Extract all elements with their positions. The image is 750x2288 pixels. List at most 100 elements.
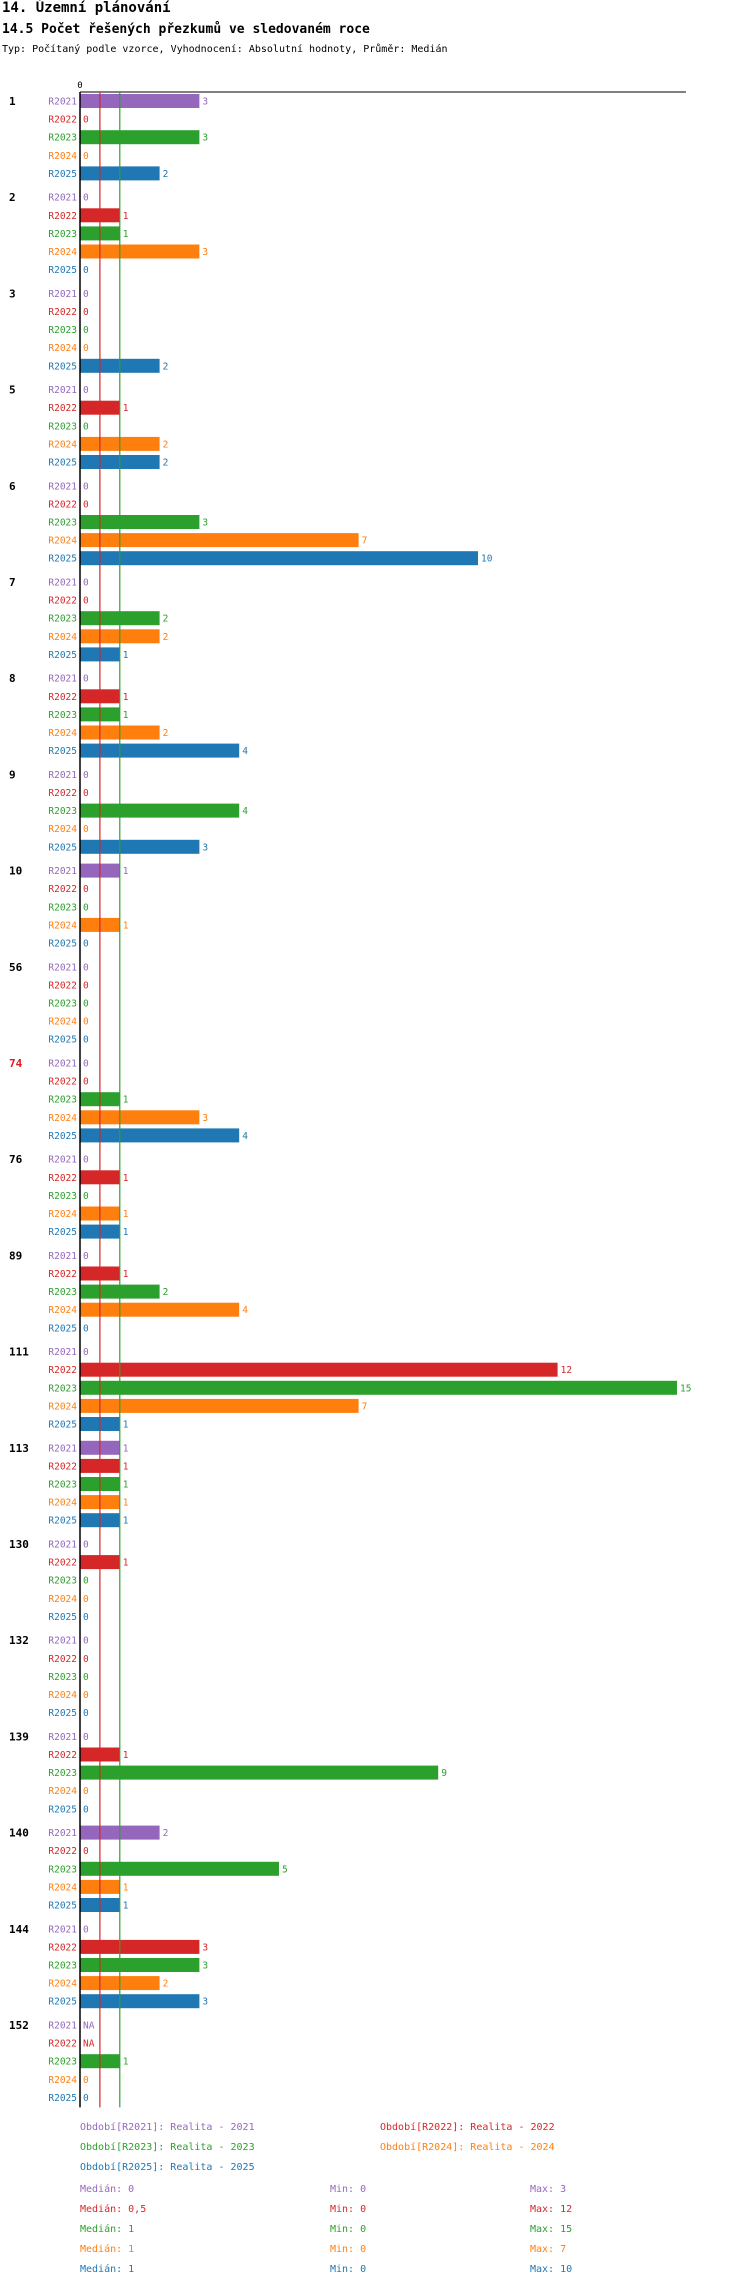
value-label: 0 — [83, 674, 89, 685]
value-label: 0 — [83, 1540, 89, 1551]
group-label: 3 — [9, 287, 16, 300]
series-label: R2023 — [48, 1672, 77, 1683]
value-label: 0 — [83, 1924, 89, 1935]
bar — [80, 551, 478, 566]
value-label: 3 — [202, 247, 208, 258]
series-label: R2024 — [48, 151, 77, 162]
value-label: 0 — [83, 1017, 89, 1028]
value-label: 2 — [163, 439, 169, 450]
series-label: R2024 — [48, 536, 77, 547]
series-label: R2025 — [48, 1612, 77, 1623]
value-label: 0 — [83, 1251, 89, 1262]
series-label: R2025 — [48, 650, 77, 661]
series-label: R2023 — [48, 133, 77, 144]
group-label: 144 — [9, 1923, 29, 1936]
series-label: R2023 — [48, 902, 77, 913]
value-label: 0 — [83, 962, 89, 973]
series-label: R2024 — [48, 1305, 77, 1316]
series-label: R2025 — [48, 1997, 77, 2008]
value-label: 1 — [123, 710, 129, 721]
bar — [80, 1958, 200, 1972]
series-label: R2025 — [48, 2093, 77, 2104]
value-label: 0 — [83, 1077, 89, 1088]
legend-median: Medián: 1 — [80, 2244, 135, 2255]
bar — [80, 130, 200, 145]
series-label: R2022 — [48, 403, 77, 414]
value-label: 1 — [123, 692, 129, 703]
group-label: 89 — [9, 1249, 22, 1262]
value-label: 1 — [123, 1901, 129, 1912]
group-label: 74 — [9, 1057, 23, 1070]
value-label: 0 — [83, 980, 89, 991]
bar — [80, 803, 240, 818]
group-label: 139 — [9, 1730, 29, 1743]
legend-min: Min: 0 — [330, 2184, 367, 2195]
series-label: R2025 — [48, 1420, 77, 1431]
group-label: 56 — [9, 961, 23, 974]
value-label: 0 — [83, 307, 89, 318]
value-label: 0 — [83, 1846, 89, 1857]
legend-median: Medián: 0,5 — [80, 2204, 147, 2215]
series-label: R2025 — [48, 1131, 77, 1142]
series-label: R2022 — [48, 115, 77, 126]
series-label: R2025 — [48, 169, 77, 180]
page-title: 14. Územní plánování — [2, 0, 171, 16]
series-label: R2025 — [48, 1227, 77, 1238]
bar — [80, 533, 359, 548]
value-label: 1 — [123, 866, 129, 877]
series-label: R2021 — [48, 1732, 77, 1743]
series-label: R2023 — [48, 325, 77, 336]
value-label: 0 — [83, 939, 89, 950]
series-label: R2021 — [48, 2021, 77, 2032]
series-label: R2022 — [48, 1269, 77, 1280]
series-label: R2022 — [48, 1077, 77, 1088]
series-label: R2021 — [48, 1155, 77, 1166]
series-label: R2024 — [48, 824, 77, 835]
legend-median: Medián: 1 — [80, 2224, 135, 2235]
series-label: R2023 — [48, 421, 77, 432]
value-label: 0 — [83, 1732, 89, 1743]
value-label: 1 — [123, 1443, 129, 1454]
value-label: 2 — [163, 1979, 169, 1990]
series-label: R2021 — [48, 770, 77, 781]
value-label: 2 — [163, 614, 169, 625]
series-label: R2023 — [48, 1768, 77, 1779]
value-label: 0 — [83, 824, 89, 835]
series-label: R2025 — [48, 842, 77, 853]
value-label: 1 — [123, 1750, 129, 1761]
series-label: R2022 — [48, 980, 77, 991]
value-label: 1 — [123, 1095, 129, 1106]
group-label: 130 — [9, 1538, 29, 1551]
legend-max: Max: 15 — [530, 2224, 573, 2235]
series-label: R2023 — [48, 1480, 77, 1491]
value-label: 0 — [83, 884, 89, 895]
value-label: 1 — [123, 1461, 129, 1472]
series-label: R2025 — [48, 458, 77, 469]
legend-period: Období[R2024]: Realita - 2024 — [380, 2142, 555, 2153]
series-label: R2025 — [48, 746, 77, 757]
series-label: R2023 — [48, 1576, 77, 1587]
series-label: R2023 — [48, 806, 77, 817]
group-label: 1 — [9, 95, 16, 108]
series-label: R2024 — [48, 1690, 77, 1701]
series-label: R2024 — [48, 343, 77, 354]
series-label: R2024 — [48, 1979, 77, 1990]
value-label: 0 — [83, 481, 89, 492]
series-label: R2025 — [48, 1323, 77, 1334]
series-label: R2021 — [48, 1828, 77, 1839]
value-label: 1 — [123, 211, 129, 222]
legend-period: Období[R2025]: Realita - 2025 — [80, 2162, 255, 2173]
value-label: 5 — [282, 1864, 288, 1875]
series-label: R2023 — [48, 710, 77, 721]
value-label: 0 — [83, 421, 89, 432]
series-label: R2022 — [48, 884, 77, 895]
value-label: 0 — [83, 2093, 89, 2104]
series-label: R2022 — [48, 1558, 77, 1569]
value-label: 0 — [83, 1636, 89, 1647]
value-label: 1 — [123, 2057, 129, 2068]
value-label: 0 — [83, 1612, 89, 1623]
value-label: 0 — [83, 788, 89, 799]
series-label: R2021 — [48, 481, 77, 492]
value-label: 7 — [362, 536, 368, 547]
group-label: 113 — [9, 1442, 29, 1455]
